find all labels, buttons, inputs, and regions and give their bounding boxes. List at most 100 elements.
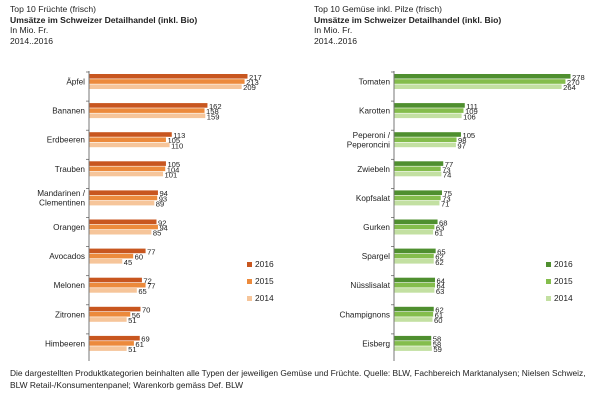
- fruit-bar-äpfel-2015: [89, 79, 245, 84]
- vegetable-bar-gurken-2014: [394, 229, 434, 235]
- fruit-category-label: Trauben: [55, 165, 86, 174]
- fruit-data-label: 94: [159, 224, 167, 233]
- source-footnote: Die dargestellten Produktkategorien bein…: [10, 368, 586, 390]
- fruit-bar-avocados-2015: [89, 253, 134, 259]
- fruit-category-label: Melonen: [54, 281, 86, 290]
- fruit-bar-mandarinen-clementinen-2015: [89, 195, 158, 201]
- vegetable-bar-zwiebeln-2014: [394, 171, 442, 177]
- vegetable-bar-eisberg-2015: [394, 341, 432, 346]
- vegetable-legend-swatch-2014: [546, 296, 551, 301]
- vegetable-data-label: 71: [441, 200, 449, 209]
- fruit-data-label: 85: [153, 229, 161, 238]
- fruit-legend-swatch-2015: [247, 279, 252, 284]
- vegetable-data-label: 61: [435, 229, 443, 238]
- fruit-legend-label: 2016: [255, 259, 274, 269]
- fruit-bar-erdbeeren-2014: [89, 142, 170, 148]
- fruit-category-label: Zitronen: [55, 310, 85, 319]
- fruit-data-label: 105: [167, 160, 180, 169]
- vegetable-bar-spargel-2015: [394, 253, 434, 259]
- fruit-bar-erdbeeren-2016: [89, 132, 172, 137]
- fruit-bar-trauben-2015: [89, 166, 166, 172]
- fruit-bar-zitronen-2015: [89, 312, 131, 317]
- vegetable-data-label: 74: [443, 171, 451, 180]
- vegetable-bar-karotten-2014: [394, 113, 462, 119]
- vegetable-bar-peperoni-peperoncini-2014: [394, 142, 456, 148]
- fruit-category-label: Orangen: [53, 223, 85, 232]
- fruit-bar-trauben-2016: [89, 161, 166, 166]
- fruit-bar-trauben-2014: [89, 171, 164, 177]
- vegetable-legend-label: 2015: [554, 276, 573, 286]
- fruit-category-label: Mandarinen /: [37, 189, 86, 198]
- fruit-bar-bananen-2016: [89, 103, 208, 108]
- fruit-data-label: 45: [124, 258, 132, 267]
- fruit-bar-himbeeren-2015: [89, 341, 134, 346]
- vegetable-category-label: Karotten: [359, 107, 390, 116]
- fruit-data-label: 51: [128, 345, 136, 354]
- vegetable-legend-swatch-2016: [546, 262, 551, 267]
- fruit-bar-zitronen-2016: [89, 306, 141, 312]
- fruit-data-label: 162: [209, 102, 222, 111]
- vegetable-data-label: 106: [463, 112, 476, 121]
- vegetable-bar-zwiebeln-2015: [394, 166, 441, 172]
- vegetable-data-label: 62: [435, 253, 443, 262]
- fruit-data-label: 92: [158, 218, 166, 227]
- vegetable-bar-kopfsalat-2015: [394, 195, 441, 201]
- vegetable-data-label: 73: [442, 194, 450, 203]
- fruit-bar-orangen-2014: [89, 229, 152, 235]
- fruit-bar-orangen-2015: [89, 224, 158, 230]
- vegetable-category-label: Spargel: [362, 252, 390, 261]
- vegetable-data-label: 75: [443, 189, 451, 198]
- vegetable-data-label: 59: [433, 345, 441, 354]
- vegetable-bar-tomaten-2014: [394, 84, 562, 89]
- fruit-bar-zitronen-2014: [89, 317, 127, 322]
- vegetable-data-label: 65: [437, 247, 445, 256]
- fruit-category-label: Avocados: [49, 252, 85, 261]
- vegetable-bar-zwiebeln-2016: [394, 161, 444, 166]
- fruit-bar-melonen-2015: [89, 282, 146, 288]
- fruit-data-label: 104: [167, 165, 180, 174]
- vegetable-category-label: Nüsslisalat: [350, 281, 390, 290]
- fruit-bar-bananen-2015: [89, 108, 205, 113]
- fruit-bar-äpfel-2016: [89, 74, 248, 79]
- vegetable-data-label: 105: [462, 131, 475, 140]
- fruit-chart-period: 2014..2016: [10, 35, 54, 46]
- fruit-data-label: 51: [128, 316, 136, 325]
- vegetable-bar-nüsslisalat-2015: [394, 282, 436, 288]
- fruit-bar-erdbeeren-2015: [89, 137, 166, 142]
- vegetable-bar-kopfsalat-2016: [394, 190, 442, 195]
- fruit-category-label: Bananen: [52, 107, 85, 116]
- vegetable-data-label: 77: [445, 160, 453, 169]
- vegetable-data-label: 98: [458, 136, 466, 145]
- fruit-bar-melonen-2016: [89, 277, 142, 283]
- fruit-bar-mandarinen-clementinen-2016: [89, 190, 158, 195]
- vegetable-data-label: 63: [436, 224, 444, 233]
- vegetable-bar-eisberg-2016: [394, 335, 432, 341]
- fruit-data-label: 113: [173, 131, 185, 140]
- fruit-data-label: 72: [143, 277, 151, 286]
- vegetable-bar-spargel-2016: [394, 248, 436, 254]
- fruit-legend-swatch-2016: [247, 262, 252, 267]
- vegetable-data-label: 58: [433, 335, 441, 344]
- fruit-data-label: 105: [167, 136, 180, 145]
- fruit-chart-header: Top 10 Früchte (frisch) Umsätze im Schwe…: [10, 4, 300, 46]
- vegetable-data-label: 64: [437, 277, 445, 286]
- fruit-chart-subtitle: Umsätze im Schweizer Detailhandel (inkl.…: [10, 14, 198, 25]
- vegetable-bar-champignons-2015: [394, 312, 434, 317]
- vegetable-bar-karotten-2015: [394, 108, 464, 113]
- vegetable-data-label: 63: [436, 287, 444, 296]
- vegetable-data-label: 97: [457, 141, 465, 150]
- fruit-category-label: Äpfel: [66, 77, 85, 87]
- vegetable-legend-swatch-2015: [546, 279, 551, 284]
- vegetable-data-label: 68: [439, 218, 447, 227]
- vegetable-bar-spargel-2014: [394, 259, 434, 264]
- fruit-data-label: 217: [249, 73, 262, 82]
- fruit-data-label: 70: [142, 306, 150, 315]
- fruit-legend-swatch-2014: [247, 296, 252, 301]
- fruit-bar-äpfel-2014: [89, 84, 242, 89]
- vegetable-chart-title: Top 10 Gemüse inkl. Pilze (frisch): [314, 4, 442, 14]
- vegetable-chart-unit: In Mio. Fr.: [314, 25, 353, 36]
- fruit-data-label: 110: [171, 141, 183, 150]
- fruit-category-label: Himbeeren: [45, 339, 85, 348]
